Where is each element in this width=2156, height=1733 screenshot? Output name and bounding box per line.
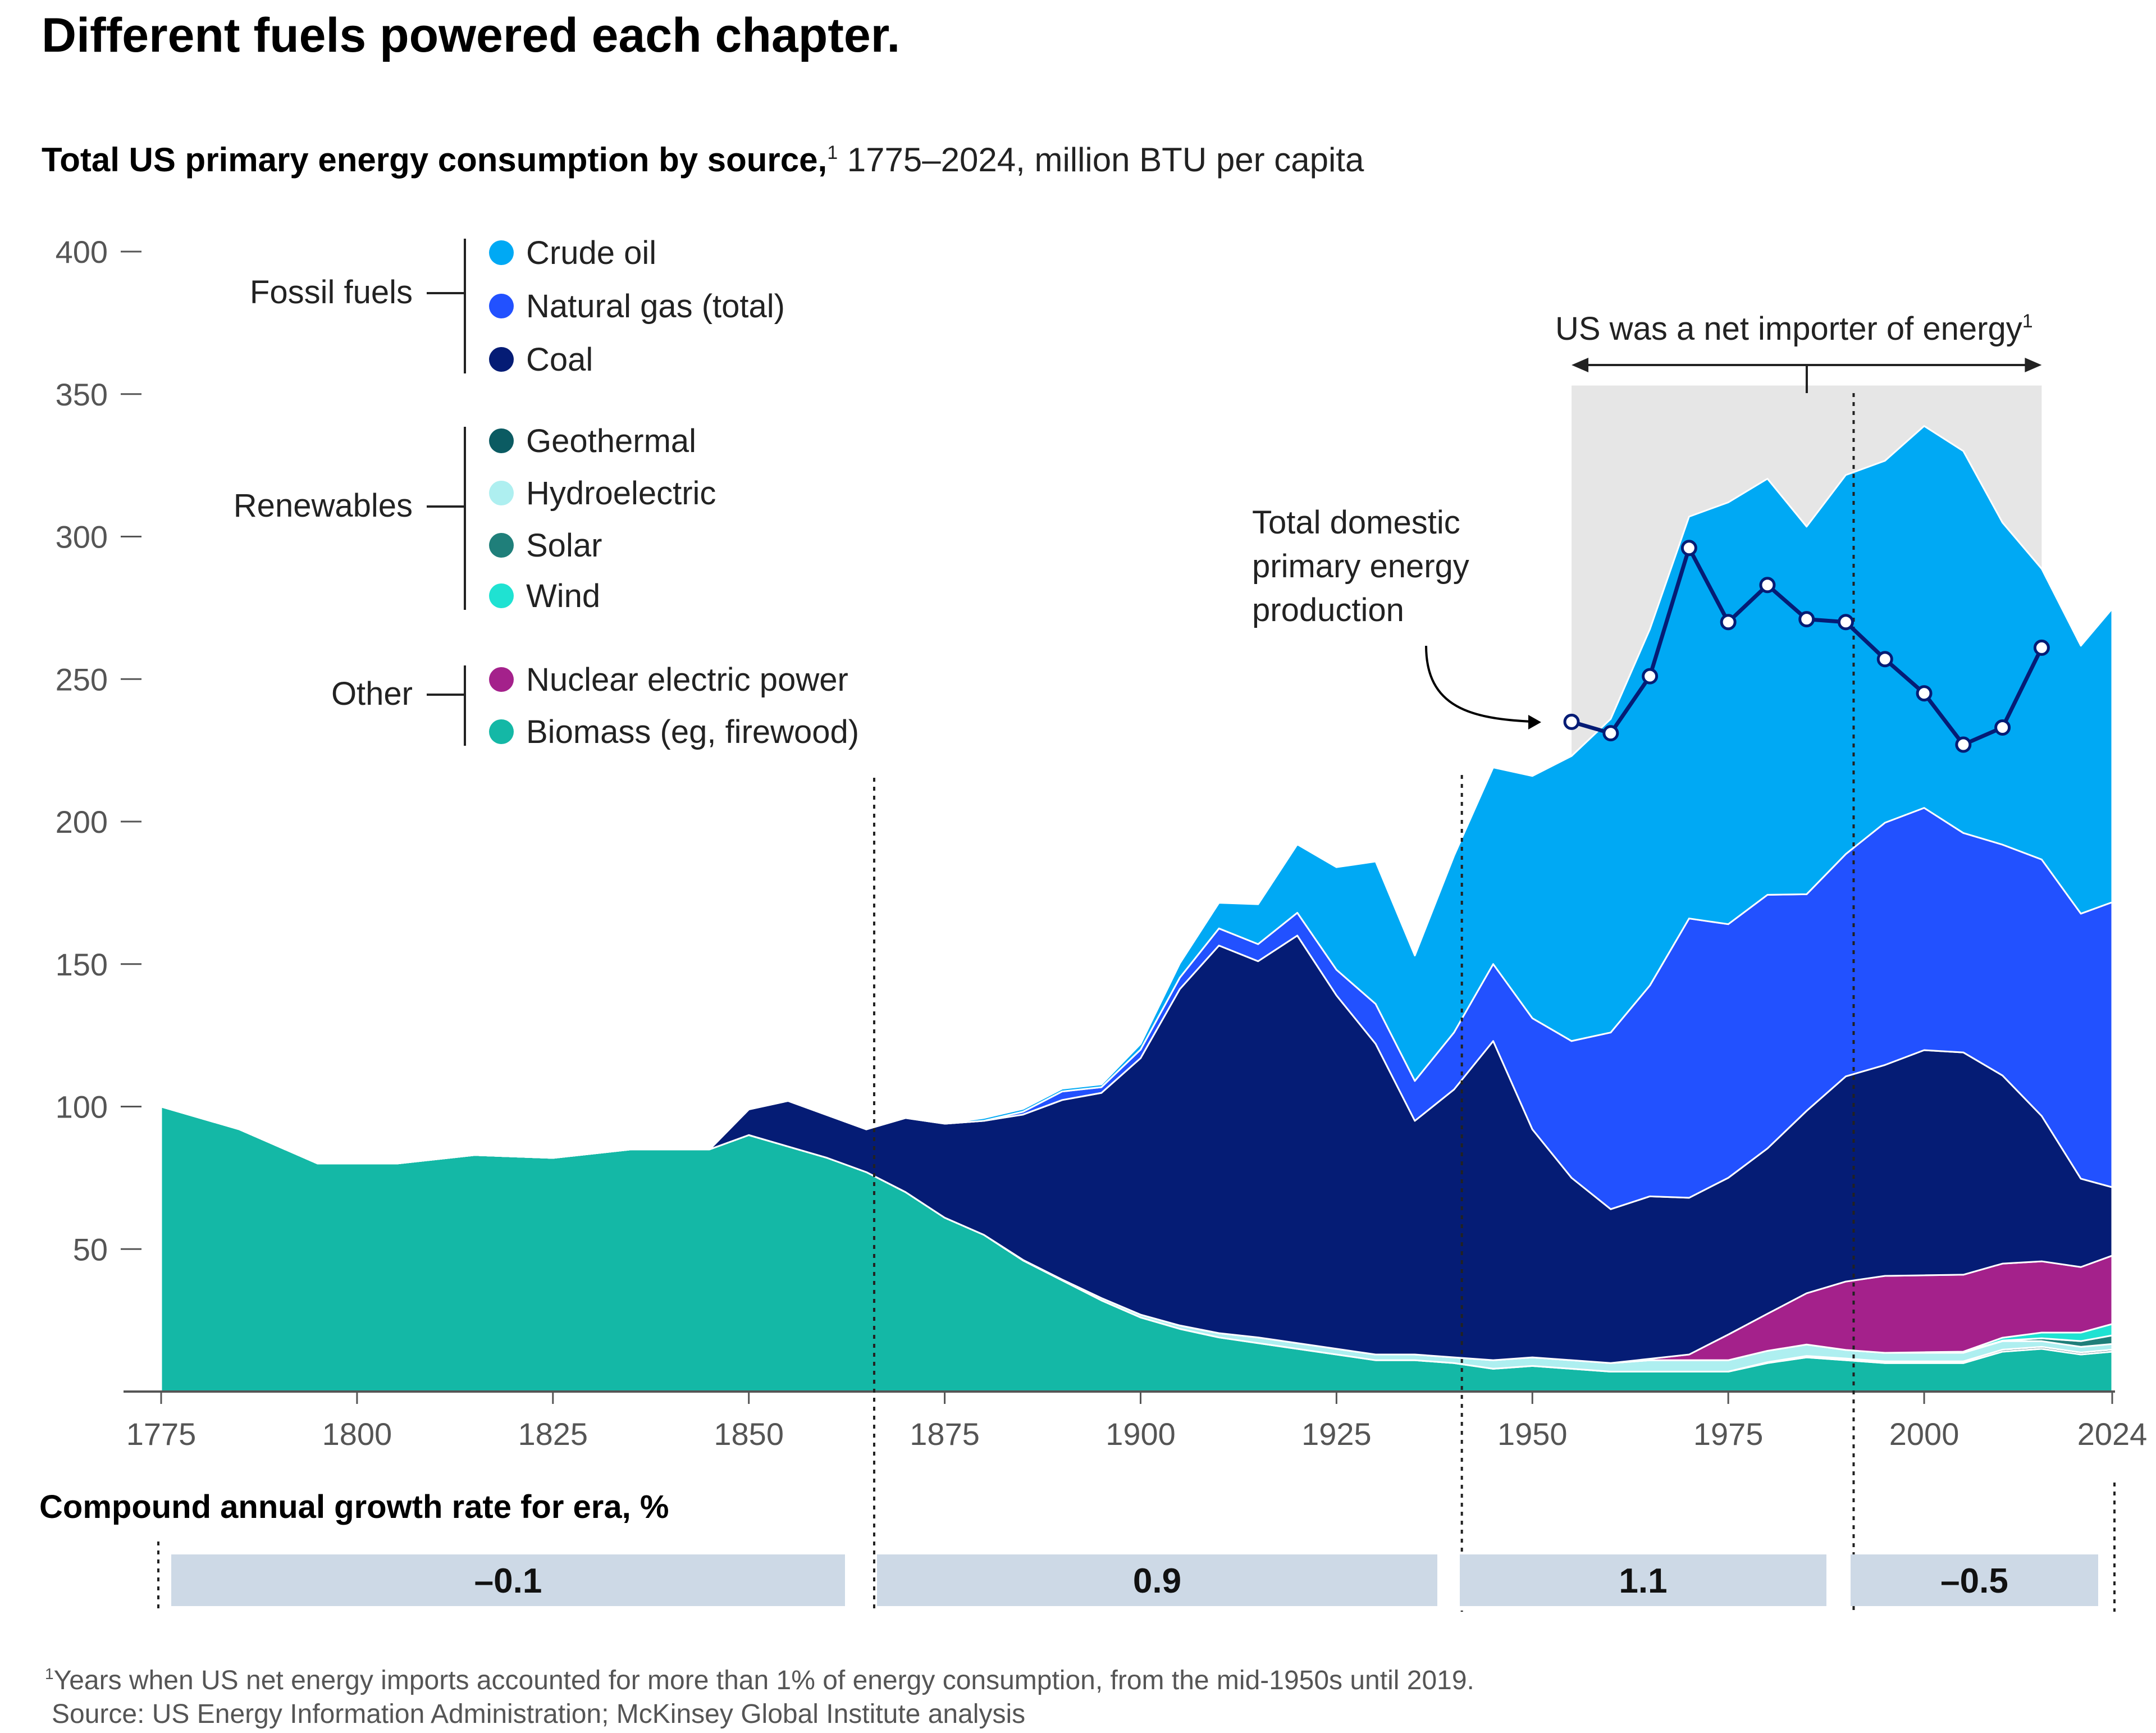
y-tick-label: 200	[56, 804, 108, 840]
legend-swatch-hydroelectric	[489, 481, 514, 505]
footnote-note: 1Years when US net energy imports accoun…	[45, 1665, 1474, 1695]
x-tick-label: 2024	[2077, 1416, 2148, 1452]
legend-swatch-solar	[489, 533, 514, 558]
legend-item-coal: Coal	[526, 341, 593, 378]
legend-item-biomass-eg-firewood: Biomass (eg, firewood)	[526, 714, 859, 750]
cagr-title: Compound annual growth rate for era, %	[39, 1489, 669, 1525]
y-tick-label: 150	[56, 947, 108, 982]
legend-swatch-nuclear-electric-power	[489, 667, 514, 692]
cagr-box	[1460, 1554, 1826, 1606]
legend-swatch-wind	[489, 583, 514, 608]
x-tick-label: 2000	[1889, 1416, 1959, 1452]
chart-subtitle: Total US primary energy consumption by s…	[42, 141, 1364, 179]
production-label-line-2: primary energy	[1252, 548, 1469, 585]
cagr-value: –0.1	[474, 1562, 542, 1600]
production-point	[2033, 639, 2050, 656]
cagr-value: 0.9	[1133, 1562, 1181, 1600]
legend-item-natural-gas-total: Natural gas (total)	[526, 288, 785, 325]
cagr-box	[1851, 1554, 2098, 1606]
importer-annotation: US was a net importer of energy1	[1555, 311, 2042, 393]
legend-swatch-crude-oil	[489, 240, 514, 265]
x-tick-label: 1800	[322, 1416, 392, 1452]
production-point	[1994, 719, 2011, 736]
production-point	[1563, 713, 1580, 730]
headline: Different fuels powered each chapter.	[42, 8, 900, 62]
production-point	[1876, 651, 1893, 668]
legend-item-solar: Solar	[526, 527, 602, 564]
legend-item-crude-oil: Crude oil	[526, 235, 656, 271]
y-tick-label: 350	[56, 377, 108, 412]
x-tick-label: 1950	[1497, 1416, 1568, 1452]
area-crude-oil	[160, 425, 2113, 1165]
cagr-box	[171, 1554, 845, 1606]
x-axis: 1775 1800 1825 1850 1875 1900 1925 1950 1975 2000…	[124, 1390, 2148, 1452]
production-arrow	[1425, 645, 1533, 723]
y-tick-label: 50	[73, 1232, 108, 1267]
domestic-production-line	[1563, 540, 2050, 753]
x-tick-label: 1975	[1693, 1416, 1764, 1452]
stacked-areas	[160, 425, 2113, 1393]
production-point	[1798, 611, 1815, 628]
legend-group-fossil-fuels: Fossil fuels	[250, 274, 413, 311]
production-point	[1916, 685, 1933, 702]
importer-arrow-left	[1572, 358, 1589, 372]
x-tick-label: 1925	[1301, 1416, 1372, 1452]
production-point	[1642, 668, 1659, 685]
cagr-value: 1.1	[1619, 1562, 1667, 1600]
production-point	[1955, 736, 1972, 753]
legend-group-other: Other	[331, 676, 413, 712]
x-tick-label: 1775	[126, 1416, 197, 1452]
production-point	[1680, 540, 1697, 557]
legend-item-geothermal: Geothermal	[526, 423, 696, 459]
production-label-line-3: production	[1252, 592, 1404, 628]
production-annotation: Total domestic primary energy production	[1252, 504, 1541, 729]
cagr-value: –0.5	[1940, 1562, 2008, 1600]
y-tick-label: 250	[56, 662, 108, 697]
cagr-bars: –0.1 0.9 1.1 –0.5	[171, 1554, 2098, 1606]
production-point	[1838, 614, 1854, 631]
y-tick-label: 100	[56, 1089, 108, 1125]
y-tick-label: 300	[56, 519, 108, 555]
legend-swatch-biomass-eg-firewood	[489, 719, 514, 744]
subtitle-rest: 1775–2024, million BTU per capita	[838, 141, 1364, 179]
legend-swatch-coal	[489, 347, 514, 372]
era-boundaries	[157, 393, 2116, 1612]
importer-arrow-right	[2025, 358, 2042, 372]
y-tick-label: 400	[56, 234, 108, 270]
subtitle-footnote-mark: 1	[827, 142, 838, 163]
subtitle-bold: Total US primary energy consumption by s…	[42, 141, 827, 179]
x-tick-label: 1825	[518, 1416, 588, 1452]
legend-item-wind: Wind	[526, 578, 600, 614]
importer-label: US was a net importer of energy1	[1555, 311, 2033, 347]
x-tick-label: 1875	[910, 1416, 980, 1452]
production-arrowhead	[1528, 715, 1541, 729]
legend-item-hydroelectric: Hydroelectric	[526, 475, 716, 512]
production-point	[1602, 725, 1619, 742]
production-point	[1759, 577, 1776, 594]
x-tick-label: 1900	[1106, 1416, 1176, 1452]
production-point	[1720, 614, 1737, 631]
production-label-line-1: Total domestic	[1252, 504, 1460, 541]
y-axis: 50 100 150 200 250 300 350 400	[56, 234, 141, 1267]
legend-swatch-natural-gas-total	[489, 294, 514, 318]
x-tick-label: 1850	[714, 1416, 784, 1452]
legend-item-nuclear-electric-power: Nuclear electric power	[526, 662, 848, 698]
legend-group-renewables: Renewables	[234, 487, 413, 524]
legend-swatch-geothermal	[489, 428, 514, 453]
cagr-box	[877, 1554, 1437, 1606]
legend: Fossil fuels Crude oil Natural gas (total)…	[234, 235, 859, 750]
footnote-source: Source: US Energy Information Administra…	[52, 1699, 1025, 1729]
